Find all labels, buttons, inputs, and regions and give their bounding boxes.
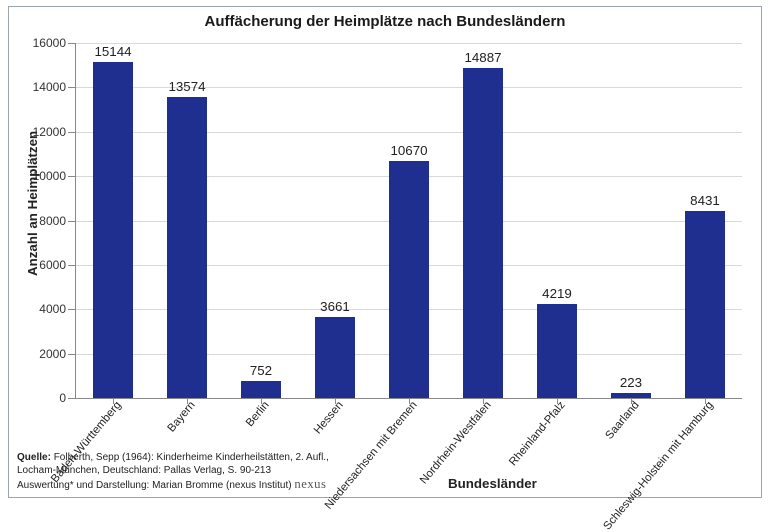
bar: 13574 [167,97,208,398]
y-tick-label: 0 [59,391,66,405]
bar: 8431 [685,211,726,398]
y-tick [68,43,76,44]
y-tick [68,265,76,266]
y-tick-label: 6000 [39,258,66,272]
y-tick-label: 16000 [33,36,66,50]
y-tick [68,398,76,399]
x-tick-label: Saarland [603,399,641,441]
bar-value-label: 752 [250,363,272,378]
chart-title: Auffächerung der Heimplätze nach Bundesl… [9,13,761,30]
source-label: Quelle: [17,452,51,463]
bar-value-label: 13574 [168,79,205,94]
y-tick-label: 8000 [39,214,66,228]
bar: 4219 [537,304,578,398]
x-tick-label: Rheinland-Pfalz [507,399,568,468]
plot-area: 0200040006000800010000120001400016000151… [75,43,742,399]
source-citation-text: Folberth, Sepp (1964): Kinderheime Kinde… [17,452,329,476]
y-tick-label: 2000 [39,347,66,361]
y-tick-label: 4000 [39,302,66,316]
eval-label: Auswertung* und Darstellung: [17,480,149,491]
x-tick-label: Hessen [312,399,346,436]
bar-value-label: 8431 [690,193,720,208]
y-axis-title: Anzahl an Heimplätzen [25,130,40,275]
y-tick [68,309,76,310]
chart-frame: Auffächerung der Heimplätze nach Bundesl… [8,6,762,498]
y-tick [68,132,76,133]
y-tick [68,87,76,88]
source-citation: Quelle: Folberth, Sepp (1964): Kinderhei… [17,452,337,493]
bar-value-label: 14887 [464,50,501,65]
bar: 15144 [93,62,134,398]
x-tick-label: Berlin [244,399,272,429]
eval-value: Marian Bromme (nexus Institut) [152,480,292,491]
bar-value-label: 15144 [94,44,131,59]
x-tick-label: Bayern [165,399,197,434]
nexus-logo: nexus [294,477,326,493]
bar: 10670 [389,161,430,398]
bar: 3661 [315,317,356,398]
y-tick [68,354,76,355]
bar: 752 [241,381,282,398]
bar-value-label: 223 [620,375,642,390]
bar-value-label: 3661 [320,299,350,314]
bar-value-label: 10670 [390,143,427,158]
bar-value-label: 4219 [542,286,572,301]
y-tick [68,221,76,222]
bar: 14887 [463,68,504,398]
gridline [76,43,742,44]
y-tick-label: 14000 [33,80,66,94]
x-axis-title: Bundesländer [448,476,537,491]
y-tick [68,176,76,177]
x-tick-label: Nordrhein-Westfalen [418,399,494,486]
